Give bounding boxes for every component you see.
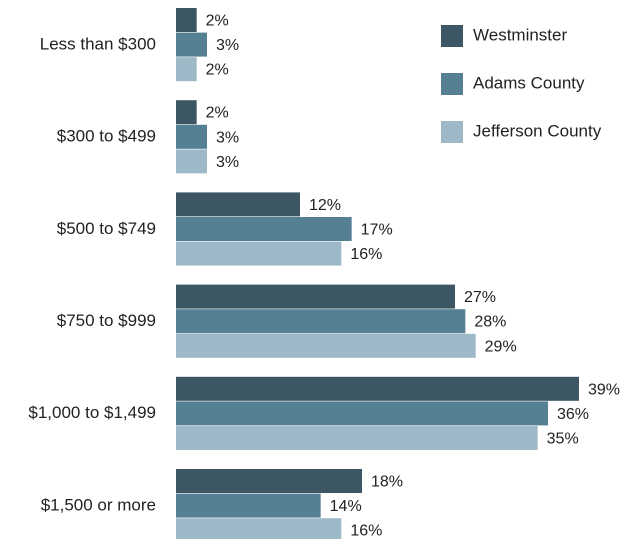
legend-swatch (441, 121, 463, 143)
bar (176, 32, 207, 57)
bar (176, 8, 197, 32)
value-label: 16% (350, 246, 382, 263)
bar (176, 469, 362, 493)
bar (176, 57, 197, 82)
legend-label: Jefferson County (473, 121, 602, 140)
value-label: 2% (206, 62, 229, 79)
bar (176, 493, 321, 518)
category-label: Less than $300 (40, 34, 156, 53)
value-label: 36% (557, 406, 589, 423)
bar (176, 284, 455, 309)
category-label: $300 to $499 (57, 127, 156, 146)
category-label: $1,500 or more (41, 495, 156, 514)
value-label: 2% (206, 105, 229, 122)
value-label: 14% (330, 498, 362, 515)
legend-label: Westminster (473, 25, 567, 44)
bar (176, 124, 207, 149)
value-label: 17% (361, 222, 393, 239)
bar (176, 376, 579, 401)
category-label: $500 to $749 (57, 219, 156, 238)
legend-swatch (441, 25, 463, 47)
value-label: 16% (350, 523, 382, 539)
value-label: 29% (485, 338, 517, 355)
value-label: 27% (464, 289, 496, 306)
bar (176, 401, 548, 426)
value-label: 3% (216, 37, 239, 54)
value-label: 35% (547, 431, 579, 448)
legend-label: Adams County (473, 73, 585, 92)
value-label: 2% (206, 13, 229, 30)
bar (176, 426, 538, 450)
category-label: $1,000 to $1,499 (28, 403, 156, 422)
value-label: 18% (371, 474, 403, 491)
value-label: 3% (216, 129, 239, 146)
bar (176, 100, 197, 125)
bar (176, 333, 476, 358)
value-label: 28% (474, 314, 506, 331)
bar (176, 309, 466, 334)
bar (176, 241, 342, 266)
category-label: $750 to $999 (57, 311, 156, 330)
value-label: 39% (588, 381, 620, 398)
legend-swatch (441, 73, 463, 95)
bar (176, 149, 207, 174)
bar (176, 192, 300, 217)
value-label: 12% (309, 197, 341, 214)
value-label: 3% (216, 154, 239, 171)
bar (176, 518, 342, 539)
bar (176, 217, 352, 241)
